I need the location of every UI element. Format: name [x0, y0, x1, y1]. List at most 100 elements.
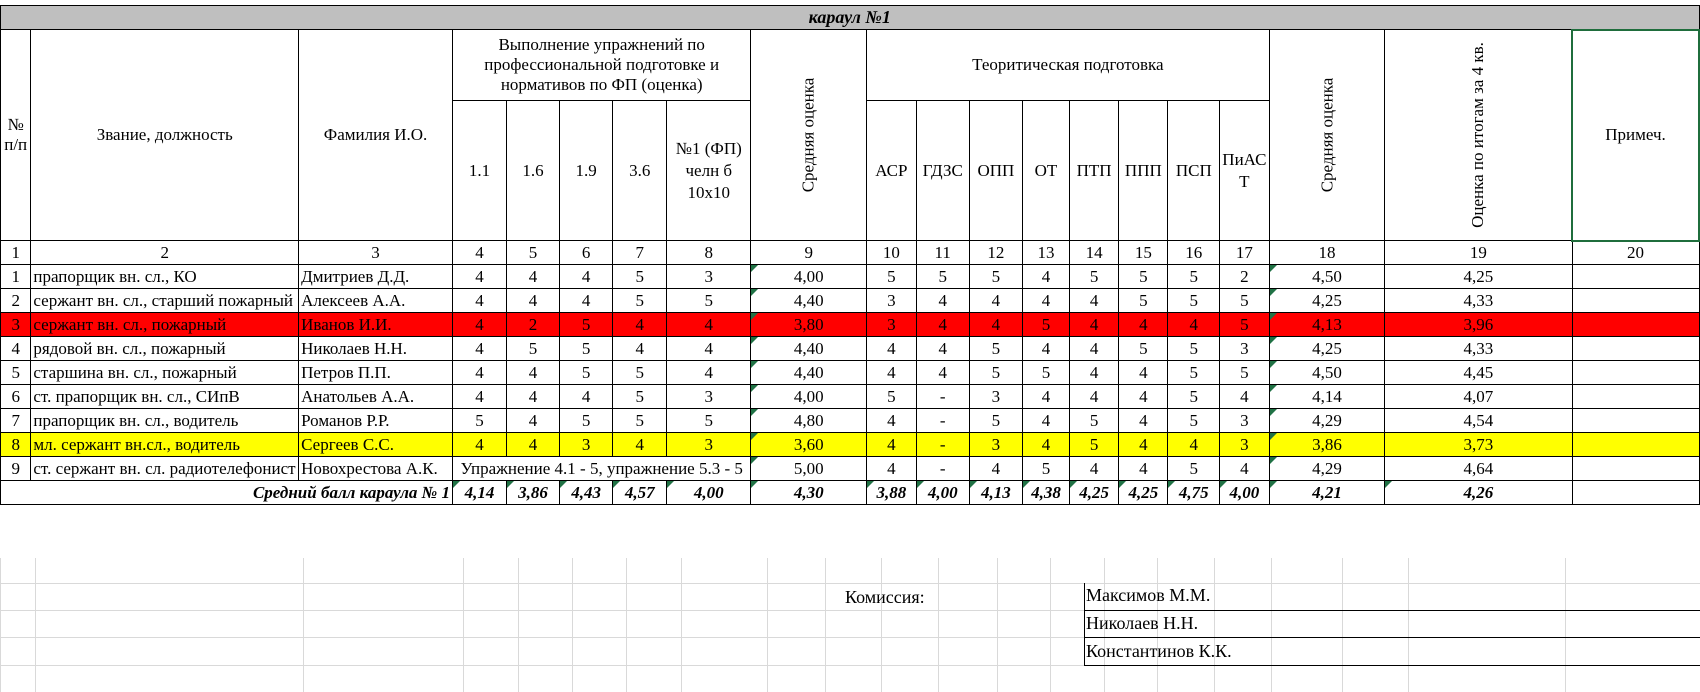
row-number[interactable]: 7: [0, 408, 32, 433]
name-cell[interactable]: Сергеев С.С.: [298, 432, 453, 457]
theory-cell[interactable]: 4: [1068, 456, 1120, 481]
summary-theory-cell[interactable]: 4,38: [1022, 480, 1070, 505]
theory-cell[interactable]: 4: [1118, 384, 1169, 409]
note-cell[interactable]: [1571, 456, 1700, 481]
exercise-cell[interactable]: 5: [666, 408, 752, 433]
exercise-cell[interactable]: 4: [612, 336, 668, 361]
theory-cell[interactable]: -: [915, 432, 970, 457]
note-cell[interactable]: [1571, 408, 1700, 433]
row-number[interactable]: 9: [0, 456, 32, 481]
exercise-cell[interactable]: 5: [612, 288, 668, 313]
column-number[interactable]: 11: [915, 240, 970, 265]
exercise-cell[interactable]: 4: [666, 336, 752, 361]
summary-exercise-cell[interactable]: 4,43: [559, 480, 614, 505]
column-number[interactable]: 18: [1268, 240, 1386, 265]
theory-cell[interactable]: 3: [1219, 432, 1270, 457]
column-number[interactable]: 17: [1219, 240, 1270, 265]
column-number[interactable]: 6: [559, 240, 614, 265]
theory-cell[interactable]: 5: [1167, 456, 1221, 481]
exercise-cell[interactable]: 4: [451, 384, 508, 409]
exercise-cell[interactable]: 5: [612, 408, 668, 433]
exercise-cell[interactable]: 5: [612, 360, 668, 385]
theory-cell[interactable]: 5: [968, 336, 1024, 361]
exercise-cell[interactable]: 4: [666, 312, 752, 337]
theory-cell[interactable]: 5: [1167, 288, 1221, 313]
q4-cell[interactable]: 4,33: [1384, 336, 1573, 361]
exercise-cell[interactable]: 4: [506, 360, 561, 385]
exercise-cell[interactable]: 5: [666, 288, 752, 313]
theory-cell[interactable]: 5: [1022, 456, 1070, 481]
column-number[interactable]: 12: [968, 240, 1024, 265]
theory-cell[interactable]: 4: [1068, 336, 1120, 361]
column-number[interactable]: 4: [451, 240, 508, 265]
exercise-cell[interactable]: 4: [559, 384, 614, 409]
column-number[interactable]: 15: [1118, 240, 1169, 265]
summary-theory-cell[interactable]: 4,25: [1068, 480, 1120, 505]
theory-cell[interactable]: 3: [1219, 408, 1270, 433]
theory-cell[interactable]: 4: [1022, 288, 1070, 313]
theory-cell[interactable]: 5: [1167, 264, 1221, 289]
theory-cell[interactable]: 4: [1022, 408, 1070, 433]
q4-cell[interactable]: 4,07: [1384, 384, 1573, 409]
exercise-cell[interactable]: 4: [506, 384, 561, 409]
name-cell[interactable]: Петров П.П.: [298, 360, 453, 385]
exercise-merged-cell[interactable]: Упражнение 4.1 - 5, упражнение 5.3 - 5: [451, 456, 752, 481]
row-number[interactable]: 1: [0, 264, 32, 289]
column-number[interactable]: 1: [0, 240, 32, 265]
note-cell[interactable]: [1571, 384, 1700, 409]
summary-avg2-cell[interactable]: 4,21: [1268, 480, 1386, 505]
exercise-cell[interactable]: 4: [451, 312, 508, 337]
theory-cell[interactable]: 5: [1219, 360, 1270, 385]
theory-cell[interactable]: -: [915, 408, 970, 433]
theory-cell[interactable]: 4: [915, 336, 970, 361]
theory-cell[interactable]: 5: [1167, 360, 1221, 385]
exercise-cell[interactable]: 5: [559, 408, 614, 433]
rank-cell[interactable]: прапорщик вн. сл., КО: [30, 264, 300, 289]
row-number[interactable]: 5: [0, 360, 32, 385]
theory-cell[interactable]: 4: [915, 288, 970, 313]
theory-cell[interactable]: 5: [1118, 336, 1169, 361]
avg2-cell[interactable]: 4,13: [1268, 312, 1386, 337]
name-cell[interactable]: Романов Р.Р.: [298, 408, 453, 433]
theory-cell[interactable]: 3: [968, 384, 1024, 409]
q4-cell[interactable]: 4,33: [1384, 288, 1573, 313]
exercise-cell[interactable]: 5: [559, 360, 614, 385]
name-cell[interactable]: Николаев Н.Н.: [298, 336, 453, 361]
exercise-cell[interactable]: 3: [666, 432, 752, 457]
exercise-cell[interactable]: 4: [559, 288, 614, 313]
summary-exercise-cell[interactable]: 4,00: [666, 480, 752, 505]
avg1-cell[interactable]: 4,40: [750, 360, 867, 385]
rank-cell[interactable]: рядовой вн. сл., пожарный: [30, 336, 300, 361]
theory-cell[interactable]: 4: [1022, 432, 1070, 457]
avg2-cell[interactable]: 4,50: [1268, 264, 1386, 289]
theory-cell[interactable]: 4: [1219, 384, 1270, 409]
theory-cell[interactable]: 4: [1022, 336, 1070, 361]
q4-cell[interactable]: 3,73: [1384, 432, 1573, 457]
row-number[interactable]: 8: [0, 432, 32, 457]
column-number[interactable]: 5: [506, 240, 561, 265]
exercise-cell[interactable]: 3: [666, 384, 752, 409]
summary-theory-cell[interactable]: 4,75: [1167, 480, 1221, 505]
theory-cell[interactable]: 4: [865, 360, 917, 385]
theory-cell[interactable]: 4: [1068, 360, 1120, 385]
name-cell[interactable]: Новохрестова А.К.: [298, 456, 453, 481]
theory-cell[interactable]: 4: [865, 408, 917, 433]
theory-cell[interactable]: 4: [1118, 360, 1169, 385]
exercise-cell[interactable]: 4: [451, 360, 508, 385]
theory-cell[interactable]: 3: [865, 312, 917, 337]
rank-cell[interactable]: ст. сержант вн. сл. радиотелефонист: [30, 456, 300, 481]
theory-cell[interactable]: 4: [1219, 456, 1270, 481]
summary-avg1-cell[interactable]: 4,30: [750, 480, 867, 505]
theory-cell[interactable]: 3: [1219, 336, 1270, 361]
exercise-cell[interactable]: 5: [451, 408, 508, 433]
theory-cell[interactable]: 5: [1022, 360, 1070, 385]
avg2-cell[interactable]: 4,14: [1268, 384, 1386, 409]
summary-exercise-cell[interactable]: 4,14: [451, 480, 508, 505]
theory-cell[interactable]: 5: [915, 264, 970, 289]
theory-cell[interactable]: 4: [865, 432, 917, 457]
theory-cell[interactable]: 5: [1167, 408, 1221, 433]
theory-cell[interactable]: 5: [1219, 312, 1270, 337]
summary-note-cell[interactable]: [1571, 480, 1700, 505]
name-cell[interactable]: Анатольев А.А.: [298, 384, 453, 409]
rank-cell[interactable]: старшина вн. сл., пожарный: [30, 360, 300, 385]
